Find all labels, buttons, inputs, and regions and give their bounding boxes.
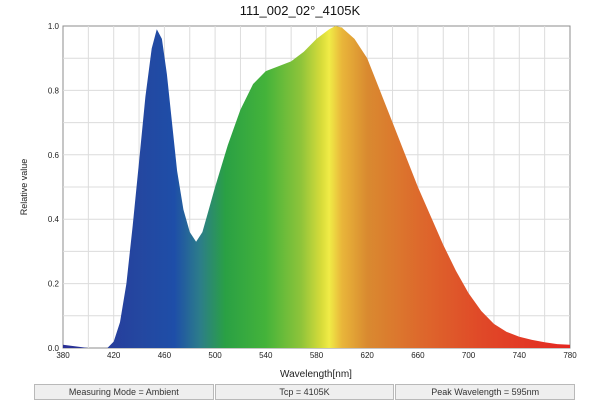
x-tick-label: 380 bbox=[56, 351, 70, 360]
y-axis-label: Relative value bbox=[19, 159, 29, 216]
status-bar: Measuring Mode = Ambient Tcp = 4105K Pea… bbox=[34, 384, 576, 400]
x-tick-label: 740 bbox=[513, 351, 527, 360]
y-tick-label: 1.0 bbox=[48, 22, 60, 31]
y-tick-label: 0.0 bbox=[48, 344, 60, 353]
status-peak-wavelength: Peak Wavelength = 595nm bbox=[395, 384, 576, 400]
x-tick-labels: 380 420 460 500 540 580 620 660 700 740 780 bbox=[56, 351, 577, 360]
spectrum-area bbox=[63, 26, 570, 348]
y-tick-label: 0.2 bbox=[48, 280, 60, 289]
y-tick-labels: 0.0 0.2 0.4 0.6 0.8 1.0 bbox=[48, 22, 60, 353]
x-tick-label: 700 bbox=[462, 351, 476, 360]
x-tick-label: 580 bbox=[310, 351, 324, 360]
x-tick-label: 500 bbox=[208, 351, 222, 360]
status-tcp: Tcp = 4105K bbox=[214, 384, 395, 400]
x-tick-label: 620 bbox=[361, 351, 375, 360]
x-tick-label: 660 bbox=[411, 351, 425, 360]
y-tick-label: 0.6 bbox=[48, 151, 60, 160]
x-tick-label: 460 bbox=[158, 351, 172, 360]
x-tick-label: 780 bbox=[563, 351, 577, 360]
chart-title: 111_002_02°_4105K bbox=[239, 3, 361, 18]
y-tick-label: 0.4 bbox=[48, 215, 60, 224]
x-axis-label: Wavelength[nm] bbox=[280, 369, 352, 380]
status-measuring-mode: Measuring Mode = Ambient bbox=[34, 384, 214, 400]
spectrum-area-layer bbox=[63, 26, 570, 348]
x-tick-label: 420 bbox=[107, 351, 121, 360]
spectrum-chart: 380 420 460 500 540 580 620 660 700 740 780 0.0 0.2… bbox=[19, 22, 577, 380]
y-tick-label: 0.8 bbox=[48, 86, 60, 95]
x-tick-label: 540 bbox=[259, 351, 273, 360]
